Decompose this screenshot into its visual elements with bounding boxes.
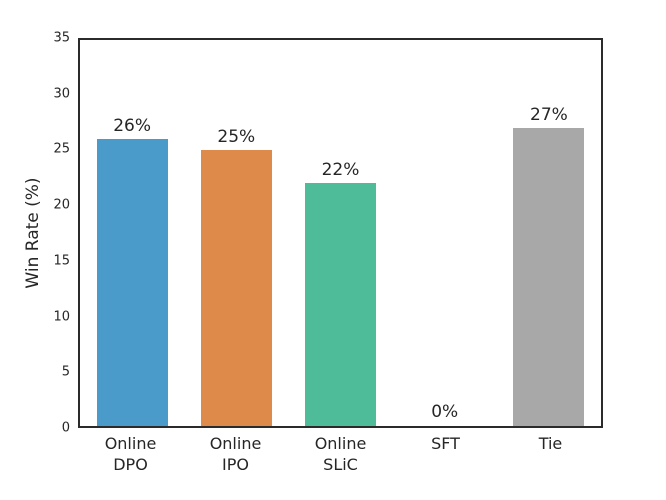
x-label-online-ipo: Online IPO [209, 434, 262, 475]
bar-tie [513, 128, 585, 426]
y-tick-label-30: 30 [53, 86, 70, 102]
y-tick-label-0: 0 [61, 420, 70, 436]
bar-value-label-online-slic: 22% [321, 159, 360, 180]
x-label-tie: Tie [538, 434, 563, 453]
x-label-online-slic: Online SLiC [314, 434, 367, 475]
bars-row: 26% 25% 22% 0% 27% [80, 40, 601, 426]
y-tick-label-15: 15 [53, 253, 70, 269]
plot-area: 26% 25% 22% 0% 27% [78, 38, 603, 428]
bar-online-slic [305, 183, 376, 426]
bar-online-ipo [200, 150, 272, 426]
x-label-online-dpo: Online DPO [104, 434, 157, 475]
bar-value-label-sft: 0% [431, 402, 459, 423]
y-axis-tick-labels: 0 5 10 15 20 25 30 35 [0, 32, 70, 435]
y-tick-label-10: 10 [53, 309, 70, 325]
bar-group-online-slic: 22% [288, 40, 392, 426]
bar-online-dpo [96, 139, 168, 426]
bar-group-online-ipo: 25% [184, 40, 288, 426]
bar-value-label-online-dpo: 26% [113, 115, 151, 136]
x-label-sft: SFT [431, 434, 460, 453]
bar-group-tie: 27% [497, 40, 601, 426]
bar-group-online-dpo: 26% [80, 40, 184, 426]
x-axis-tick-labels: Online DPO Online IPO Online SLiC SFT Ti… [78, 433, 603, 475]
bar-value-label-tie: 27% [530, 104, 568, 125]
y-tick-label-25: 25 [53, 141, 70, 157]
y-tick-label-20: 20 [53, 197, 70, 213]
bar-value-label-online-ipo: 25% [217, 126, 256, 147]
bar-group-sft: 0% [393, 40, 497, 426]
y-tick-label-35: 35 [53, 30, 70, 46]
y-tick-label-5: 5 [61, 364, 70, 380]
